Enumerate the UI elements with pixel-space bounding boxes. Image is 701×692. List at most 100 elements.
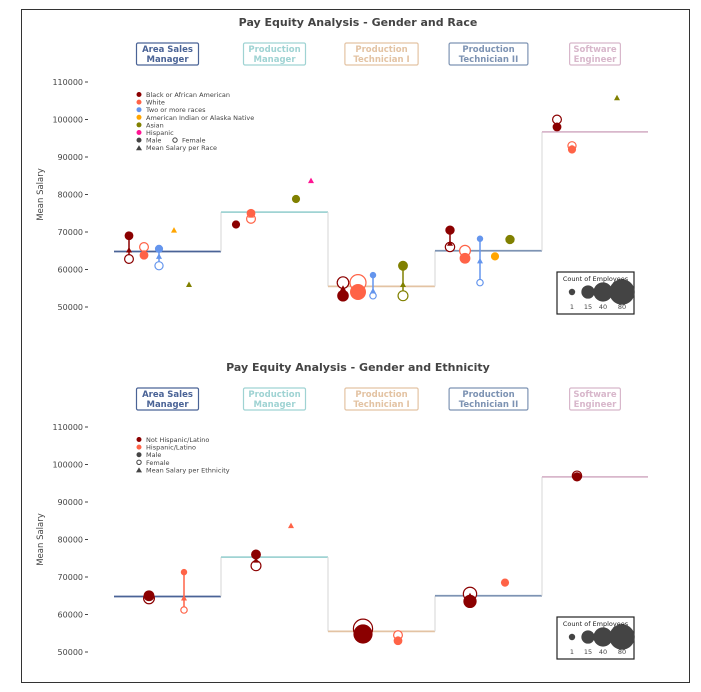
job-label-line1: Production [248, 390, 300, 400]
legend-female-marker [172, 137, 178, 143]
size-legend-label: 40 [599, 303, 607, 311]
male-marker [476, 235, 484, 242]
size-legend-label: 40 [599, 648, 607, 656]
y-tick-label: 50000 [58, 303, 83, 312]
data-point-group [246, 208, 257, 224]
chart-title: Pay Equity Analysis - Gender and Race [239, 16, 478, 29]
size-legend-circle [609, 624, 635, 650]
data-point-group [288, 522, 294, 529]
data-point-group [614, 94, 620, 101]
data-point-group [336, 276, 350, 302]
job-label-line2: Technician II [459, 400, 519, 410]
legend-label: Hispanic/Latino [146, 444, 196, 452]
legend-label: Female [146, 459, 170, 467]
size-legend-circle [609, 279, 635, 305]
size-legend-label: 1 [570, 648, 574, 656]
job-label-box [568, 42, 621, 66]
legend-label: American Indian or Alaska Native [146, 114, 254, 122]
data-point-group [186, 281, 192, 287]
data-point-group [500, 578, 510, 587]
job-label-line2: Technician I [353, 55, 409, 65]
job-label-line2: Manager [253, 400, 296, 410]
data-point-group [459, 244, 471, 264]
mean-salary-triangle [462, 253, 468, 259]
job-label-line2: Technician I [353, 400, 409, 410]
job-label-line2: Manager [253, 55, 296, 65]
mean-salary-triangle [447, 240, 453, 246]
job-label-line1: Software [573, 390, 617, 400]
job-label-line2: Manager [146, 400, 189, 410]
size-legend-label: 1 [570, 303, 574, 311]
legend-label: Hispanic [146, 129, 174, 137]
data-point-group [349, 274, 367, 300]
legend-label: Asian [146, 121, 164, 129]
mean-salary-triangle [186, 281, 192, 287]
mean-salary-triangle [477, 257, 483, 264]
job-label-box [344, 42, 419, 66]
data-point-group [250, 549, 262, 572]
y-axis-label: Mean Salary [36, 168, 46, 221]
y-tick-label: 90000 [58, 498, 83, 507]
job-label-box [344, 387, 419, 411]
data-point-group [154, 244, 164, 271]
legend-label: Not Hispanic/Latino [146, 436, 209, 444]
job-label-box [568, 387, 621, 411]
legend-marker [136, 437, 142, 442]
male-marker [154, 244, 164, 253]
mean-salary-triangle [370, 287, 376, 294]
job-label-line1: Area Sales [142, 390, 193, 400]
y-tick-label: 50000 [58, 648, 83, 657]
size-legend-title: Count of Employees [563, 275, 629, 283]
legend-female-marker [136, 459, 142, 465]
legend-marker [136, 130, 142, 135]
mean-salary-triangle [502, 579, 508, 586]
legend-label: Male [146, 137, 161, 145]
female-marker [369, 291, 377, 300]
male-marker [124, 231, 134, 241]
legend-triangle-icon [136, 145, 142, 151]
job-label-box [135, 387, 200, 411]
legend-marker [136, 114, 142, 120]
size-legend-circle [593, 282, 613, 302]
job-label-box [448, 387, 529, 411]
job-label-box [242, 42, 307, 66]
male-marker [180, 568, 188, 576]
mean-salary-triangle [340, 285, 346, 291]
legend-male-marker [136, 137, 142, 143]
size-legend-circle [593, 627, 613, 647]
legend-marker [136, 107, 142, 113]
size-legend-circle [568, 288, 576, 296]
male-marker [369, 271, 377, 279]
size-legend-label: 80 [618, 648, 626, 656]
job-label-line1: Production [248, 45, 300, 55]
mean-salary-triangle [554, 122, 560, 128]
data-point-group [397, 260, 409, 302]
mean-salary-triangle [233, 221, 239, 227]
male-marker [337, 289, 349, 302]
y-axis-label: Mean Salary [36, 513, 46, 566]
mean-salary-triangle [248, 212, 254, 218]
legend-label: Black or African American [146, 91, 230, 99]
legend-marker [136, 92, 142, 97]
mean-salary-triangle [126, 247, 132, 253]
data-point-group [352, 618, 374, 644]
data-point-group [444, 225, 456, 253]
chart-0: Pay Equity Analysis - Gender and Race110… [36, 16, 648, 315]
y-tick-label: 70000 [58, 228, 83, 237]
mean-salary-triangle [288, 522, 294, 529]
legend-label: Two or more races [145, 106, 206, 114]
data-point-group [231, 220, 241, 229]
legend-triangle-icon [136, 467, 142, 473]
job-label-line2: Engineer [574, 55, 617, 65]
mean-salary-triangle [181, 595, 187, 601]
mean-salary-triangle [156, 253, 162, 259]
male-marker [353, 624, 373, 644]
job-label-line1: Production [462, 390, 514, 400]
mean-salary-triangle [614, 94, 620, 101]
y-tick-label: 110000 [52, 423, 83, 432]
legend-marker [136, 99, 142, 105]
legend-marker [136, 444, 142, 450]
data-point-group [143, 590, 155, 605]
job-label-box [135, 42, 200, 66]
legend-male-marker [136, 452, 142, 458]
